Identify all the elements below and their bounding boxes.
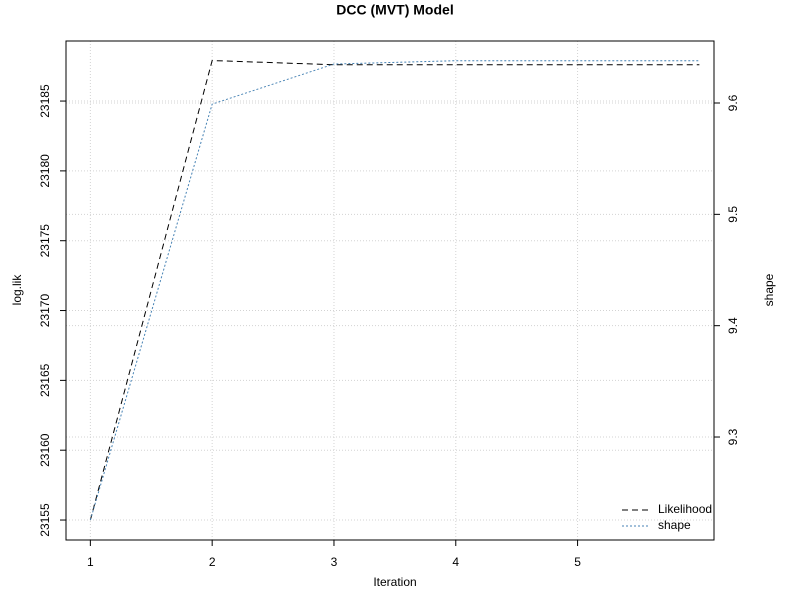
x-tick-label: 5 xyxy=(574,555,581,569)
y2-tick-label: 9.4 xyxy=(726,317,740,334)
y-tick-label: 23160 xyxy=(38,433,52,467)
x-tick-label: 3 xyxy=(331,555,338,569)
x-tick-label: 4 xyxy=(452,555,459,569)
plot-frame xyxy=(65,40,715,541)
y-tick-label: 23170 xyxy=(38,294,52,328)
data-line xyxy=(89,60,700,521)
data-line xyxy=(89,60,700,521)
y2-tick-label: 9.6 xyxy=(726,94,740,111)
y-tick-label: 23155 xyxy=(38,503,52,537)
y-tick-label: 23175 xyxy=(38,224,52,258)
x-axis-label: Iteration xyxy=(373,575,416,589)
legend-label: Likelihood xyxy=(658,502,712,516)
chart-title: DCC (MVT) Model xyxy=(336,2,453,18)
y2-tick-label: 9.5 xyxy=(726,206,740,223)
legend-label: shape xyxy=(658,518,691,532)
y-tick-label: 23180 xyxy=(38,154,52,188)
y2-axis-label: shape xyxy=(762,273,776,306)
y-tick-label: 23185 xyxy=(38,84,52,118)
y2-tick-label: 9.3 xyxy=(726,428,740,445)
x-tick-label: 1 xyxy=(87,555,94,569)
y-tick-label: 23165 xyxy=(38,363,52,397)
y-axis-label: log.lik xyxy=(10,274,24,306)
x-tick-label: 2 xyxy=(209,555,216,569)
